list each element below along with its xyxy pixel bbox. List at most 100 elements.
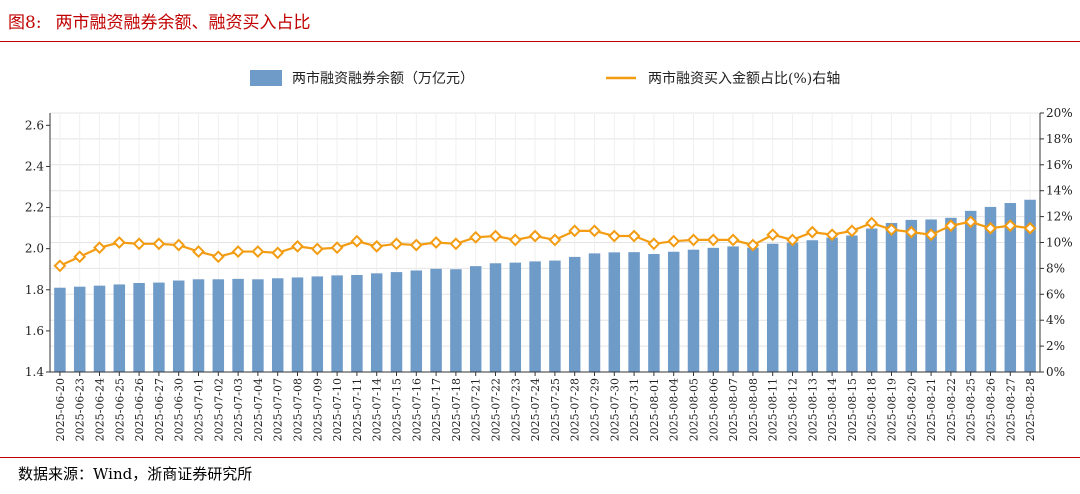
- bar: [212, 279, 225, 372]
- line-marker: [172, 238, 186, 252]
- x-axis-tick-label: 2025-08-25: [965, 378, 978, 441]
- left-axis-tick-label: 2.4: [25, 159, 44, 173]
- line-marker: [904, 225, 918, 239]
- line-marker: [231, 245, 245, 258]
- x-axis-tick-label: 2025-08-21: [925, 378, 938, 441]
- figure-title: 图8: 两市融资融券余额、融资买入占比: [8, 8, 311, 33]
- x-axis-tick-label: 2025-07-02: [212, 378, 225, 441]
- bar: [153, 282, 165, 372]
- line-marker: [924, 228, 938, 242]
- left-axis-tick-label: 2.6: [25, 118, 44, 132]
- bar: [430, 268, 442, 372]
- x-axis-tick-label: 2025-07-22: [490, 378, 503, 441]
- x-axis-tick-label: 2025-08-18: [866, 378, 879, 441]
- x-axis-tick-label: 2025-08-19: [886, 378, 899, 441]
- bar: [73, 286, 86, 372]
- right-axis-tick-label: 20%: [1046, 106, 1073, 120]
- bar: [450, 269, 462, 372]
- legend: 两市融资融券余额（万亿元） 两市融资买入金额占比(%)右轴: [250, 70, 840, 87]
- line-marker: [647, 237, 661, 251]
- x-axis-tick-label: 2025-07-25: [549, 378, 562, 441]
- line-marker: [53, 259, 67, 273]
- line-marker: [588, 224, 601, 238]
- bar: [588, 253, 601, 372]
- line-path: [59, 220, 1031, 267]
- line-marker: [805, 225, 819, 239]
- line-marker: [489, 229, 502, 243]
- x-axis-tick-label: 2025-08-26: [985, 378, 998, 441]
- bar: [351, 274, 363, 372]
- line-marker: [449, 237, 463, 251]
- bar: [133, 282, 145, 372]
- bar: [331, 275, 343, 372]
- x-axis-tick-label: 2025-07-29: [589, 378, 602, 441]
- x-axis-tick-label: 2025-08-27: [1004, 378, 1017, 441]
- bar: [252, 279, 264, 372]
- bar: [964, 210, 977, 372]
- x-axis-tick-label: 2025-06-27: [153, 378, 166, 441]
- bar: [291, 277, 304, 372]
- x-axis-tick-label: 2025-07-30: [608, 378, 621, 441]
- line-marker: [469, 230, 483, 244]
- x-axis-tick-label: 2025-08-11: [767, 378, 780, 441]
- right-axis-tick-label: 8%: [1046, 261, 1065, 275]
- x-axis-tick-label: 2025-08-05: [688, 378, 701, 441]
- line-marker: [192, 245, 205, 258]
- right-axis-tick-label: 6%: [1046, 287, 1065, 301]
- line-marker: [211, 250, 225, 264]
- bar: [549, 260, 561, 372]
- line-marker: [885, 223, 898, 236]
- line-marker: [429, 236, 443, 249]
- title-divider: [0, 41, 1080, 42]
- line-marker: [964, 215, 978, 229]
- right-axis-tick-label: 16%: [1046, 158, 1073, 172]
- right-axis-tick-label: 12%: [1046, 210, 1073, 224]
- line-marker: [568, 224, 582, 238]
- bar: [727, 246, 739, 372]
- bar: [747, 247, 759, 372]
- bar-series: [54, 199, 1036, 372]
- bar: [766, 243, 779, 372]
- bar: [806, 240, 819, 372]
- line-marker: [132, 237, 146, 251]
- legend-bar-swatch: [250, 70, 282, 86]
- line-marker: [291, 239, 304, 253]
- bar: [846, 235, 858, 372]
- line-marker: [786, 233, 799, 247]
- bar: [370, 273, 383, 372]
- line-marker: [409, 238, 423, 252]
- x-axis-tick-label: 2025-07-15: [391, 378, 404, 441]
- x-axis-tick-label: 2025-06-26: [133, 378, 146, 441]
- bar: [687, 249, 700, 372]
- x-axis-tick-label: 2025-08-06: [707, 378, 720, 441]
- bar: [667, 251, 680, 372]
- line-marker: [370, 239, 384, 253]
- x-axis-tick-label: 2025-08-13: [806, 378, 819, 441]
- x-axis-tick-label: 2025-08-15: [846, 378, 859, 441]
- line-marker: [607, 229, 621, 243]
- line-marker: [112, 236, 126, 249]
- bar: [865, 228, 878, 372]
- x-axis-tick-label: 2025-07-03: [232, 378, 245, 441]
- line-marker: [825, 228, 839, 242]
- bar: [707, 247, 720, 372]
- bar: [628, 252, 640, 372]
- x-axis-tick-label: 2025-08-04: [668, 378, 681, 441]
- line-marker: [73, 250, 87, 264]
- x-axis-tick-label: 2025-07-21: [470, 378, 483, 441]
- right-axis-tick-label: 14%: [1046, 184, 1073, 198]
- x-axis-tick-label: 2025-07-17: [430, 378, 443, 441]
- figure-number: 图8:: [8, 13, 42, 33]
- x-axis-tick-label: 2025-08-01: [648, 378, 661, 441]
- x-axis-tick-label: 2025-08-22: [945, 378, 958, 441]
- line-marker: [865, 216, 879, 230]
- x-axis-tick-label: 2025-07-07: [272, 378, 285, 441]
- x-axis-tick-label: 2025-06-20: [54, 378, 67, 441]
- source-divider: [0, 457, 1080, 458]
- x-axis-tick-label: 2025-07-18: [450, 378, 463, 441]
- right-axis-tick-label: 0%: [1046, 365, 1065, 379]
- x-axis-tick-label: 2025-07-23: [509, 378, 522, 441]
- line-marker: [350, 234, 364, 248]
- bar: [311, 276, 324, 372]
